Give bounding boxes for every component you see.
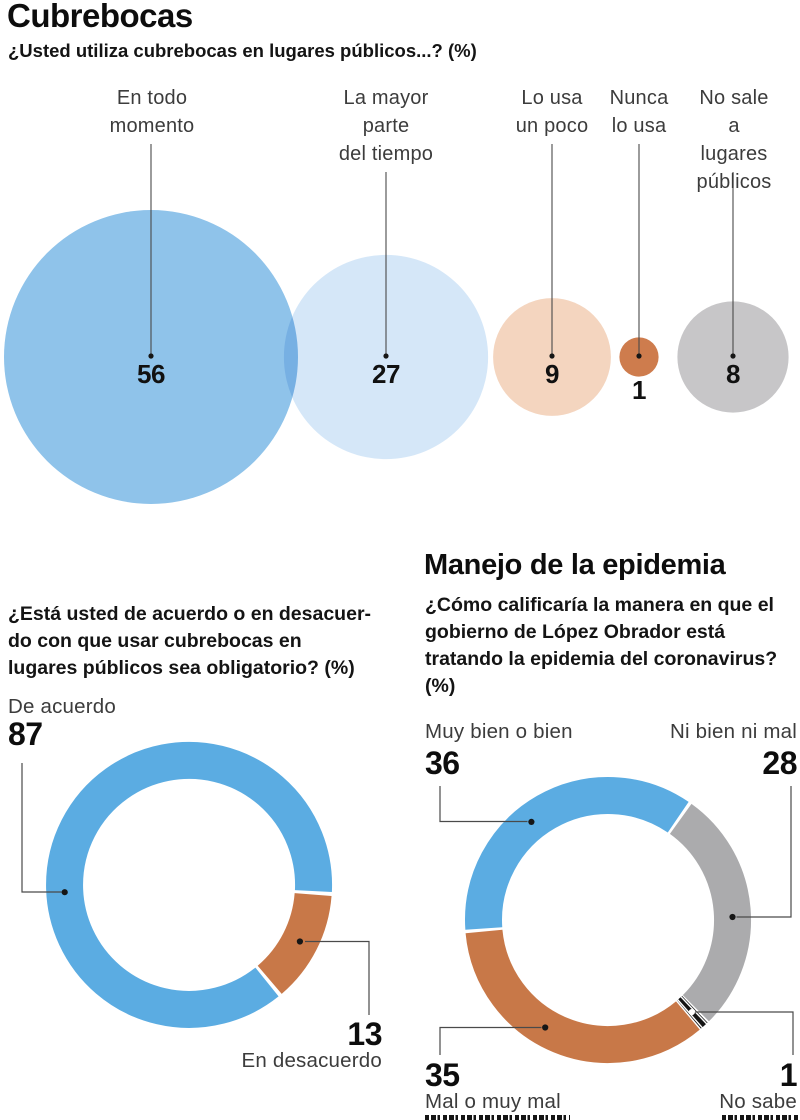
- segment-value-de-acuerdo: 87: [8, 716, 43, 752]
- manejo-de-la-epidemia-leader-dot-muy-bien-o-bien: [528, 818, 535, 826]
- segment-value-en-desacuerdo: 13: [347, 1016, 382, 1052]
- donut-right-question: ¿Cómo calificaría la manera en que el go…: [425, 594, 778, 697]
- segment-label-de-acuerdo: De acuerdo: [8, 695, 116, 718]
- manejo-de-la-epidemia-segment-mal-o-muy-mal: [465, 929, 700, 1063]
- segment-value-mal-o-muy-mal: 35: [425, 1057, 460, 1093]
- segment-label-ni-bien-ni-mal: Ni bien ni mal: [670, 720, 797, 743]
- leader-dot-la-mayor-parte-del-tiempo: [383, 353, 389, 359]
- bubble-chart-question: ¿Usted utiliza cubrebocas en lugares púb…: [8, 40, 477, 61]
- segment-label-muy-bien-o-bien: Muy bien o bien: [425, 720, 573, 743]
- donut-left-question: ¿Está usted de acuerdo o en desacuer- do…: [8, 603, 372, 679]
- bubble-value-no-sale: 8: [726, 359, 740, 389]
- bubble-value-nunca-lo-usa: 1: [632, 375, 646, 405]
- leader-dot-no-sale-a-lugares-publicos: [730, 353, 736, 359]
- segment-label-no-sabe: No sabe: [719, 1090, 797, 1113]
- manejo-de-la-epidemia-leader-line-no-sabe: [695, 1011, 794, 1055]
- bubble-label-no-sale: No sale a lugares públicos: [696, 87, 772, 193]
- page-title: Cubrebocas: [7, 0, 193, 34]
- obligatoriedad-cubrebocas-segment-de-acuerdo: [46, 741, 333, 1028]
- bubble-label-en-todo-momento: En todo momento: [109, 87, 195, 137]
- bubble-value-lo-usa-un-poco: 9: [545, 359, 559, 389]
- obligatoriedad-cubrebocas-leader-line-de-acuerdo: [21, 763, 62, 893]
- manejo-de-la-epidemia-leader-line-muy-bien-o-bien: [439, 786, 528, 823]
- bubble-label-la-mayor-parte: La mayor parte del tiempo: [338, 87, 434, 165]
- truncated-text-right: [722, 1115, 798, 1120]
- truncated-text-left: [425, 1115, 570, 1120]
- segment-label-mal-o-muy-mal: Mal o muy mal: [425, 1090, 561, 1113]
- manejo-de-la-epidemia-leader-dot-ni-bien-ni-mal: [729, 913, 736, 921]
- manejo-de-la-epidemia-leader-line-mal-o-muy-mal: [439, 1026, 542, 1055]
- bubble-label-nunca-lo-usa: Nunca lo usa: [609, 87, 669, 137]
- leader-dot-en-todo-momento: [148, 353, 154, 359]
- leader-dot-nunca-lo-usa: [636, 353, 642, 359]
- leader-dot-lo-usa-un-poco: [549, 353, 555, 359]
- section-title-manejo: Manejo de la epidemia: [424, 549, 726, 581]
- obligatoriedad-cubrebocas-leader-dot-en-desacuerdo: [296, 938, 303, 945]
- bubble-value-la-mayor-parte: 27: [372, 359, 400, 389]
- bubble-value-en-todo-momento: 56: [137, 359, 165, 389]
- obligatoriedad-cubrebocas-leader-dot-de-acuerdo: [61, 889, 68, 896]
- segment-value-muy-bien-o-bien: 36: [425, 745, 460, 781]
- obligatoriedad-cubrebocas-leader-line-en-desacuerdo: [305, 940, 370, 1015]
- segment-value-ni-bien-ni-mal: 28: [762, 745, 797, 781]
- manejo-de-la-epidemia-segment-ni-bien-ni-mal: [669, 803, 752, 1022]
- manejo-de-la-epidemia-leader-line-ni-bien-ni-mal: [736, 786, 792, 918]
- segment-value-no-sabe: 1: [779, 1057, 798, 1093]
- bubble-label-lo-usa-un-poco: Lo usa un poco: [515, 87, 589, 137]
- manejo-de-la-epidemia-segment-muy-bien-o-bien: [465, 777, 689, 930]
- manejo-de-la-epidemia-leader-dot-mal-o-muy-mal: [542, 1024, 549, 1031]
- manejo-de-la-epidemia-leader-dot-no-sabe: [688, 1009, 695, 1016]
- segment-label-en-desacuerdo: En desacuerdo: [241, 1049, 382, 1072]
- obligatoriedad-cubrebocas-segment-en-desacuerdo: [257, 892, 332, 994]
